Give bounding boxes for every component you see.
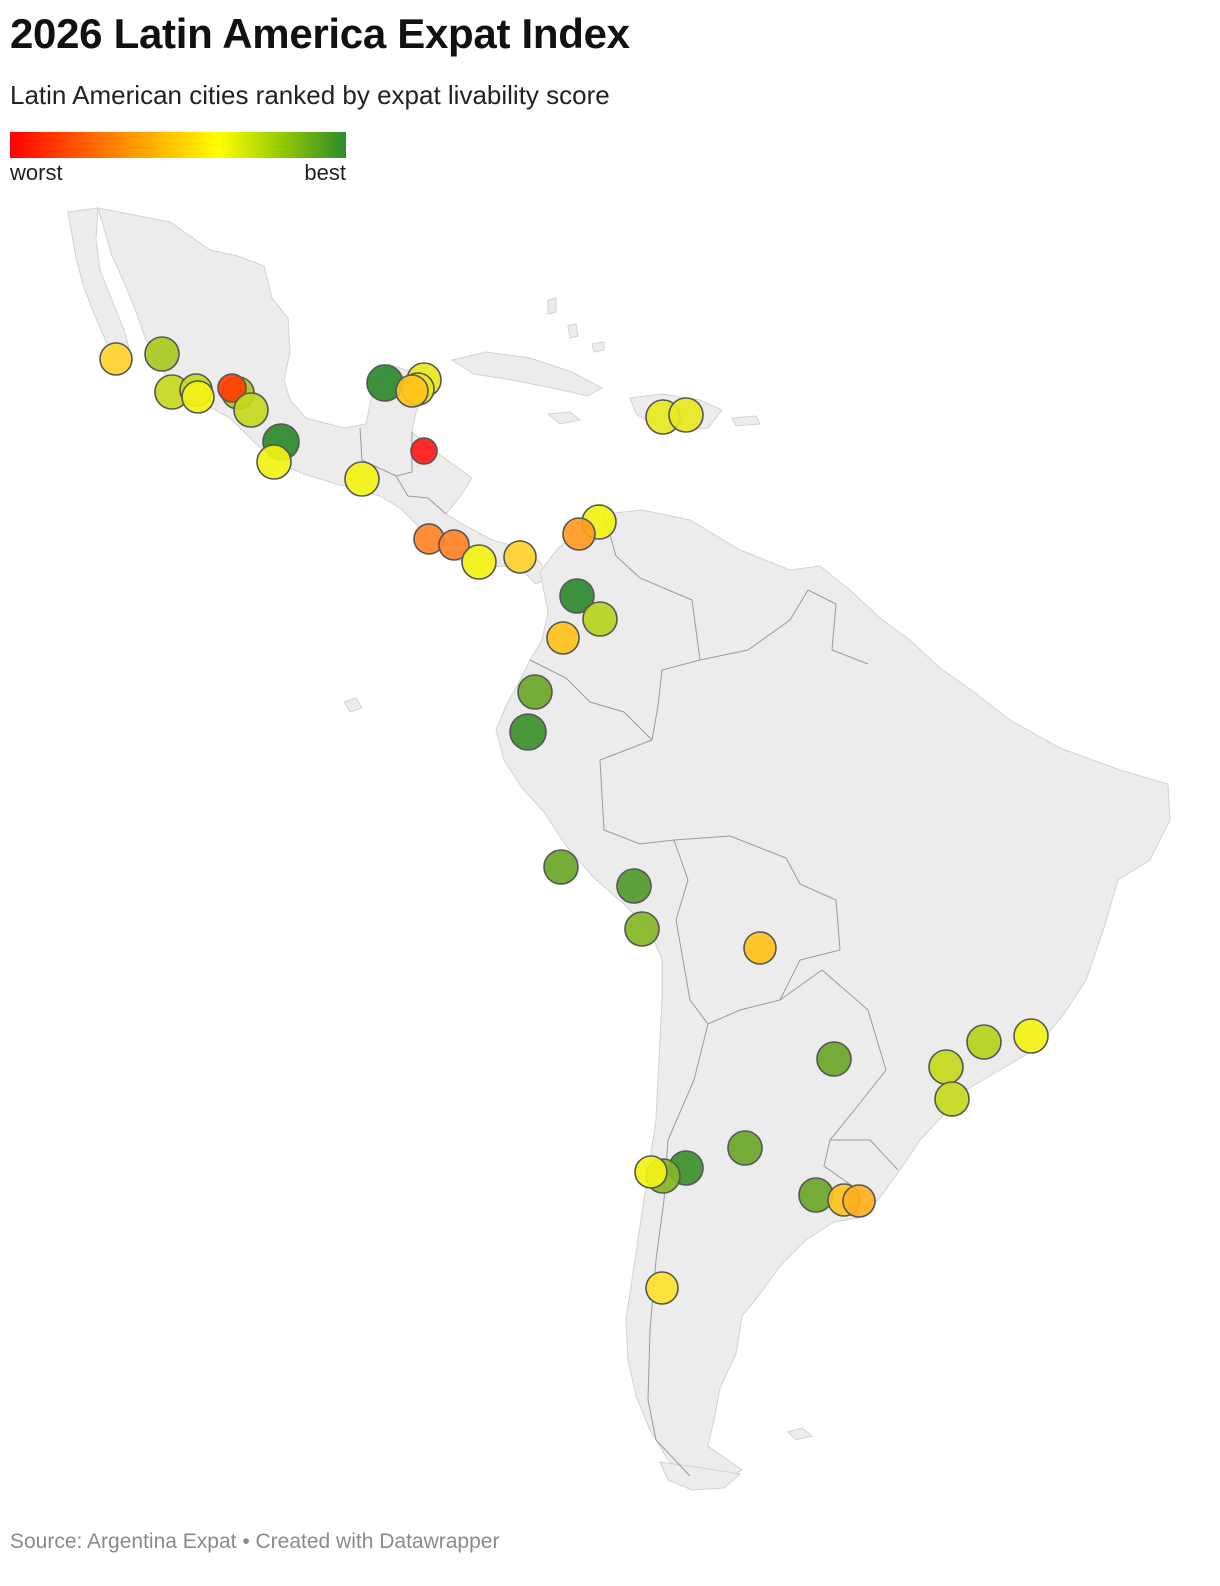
city-marker[interactable]	[517, 674, 553, 710]
city-marker[interactable]	[645, 1271, 679, 1305]
city-marker[interactable]	[582, 601, 618, 637]
city-marker[interactable]	[928, 1049, 964, 1085]
legend-gradient-bar	[10, 132, 346, 158]
source-footer: Source: Argentina Expat • Created with D…	[10, 1530, 500, 1553]
city-marker[interactable]	[559, 578, 595, 614]
cuba	[450, 351, 604, 397]
legend-low-label: worst	[10, 160, 63, 185]
south-america	[495, 509, 1171, 1487]
city-marker[interactable]	[624, 911, 660, 947]
city-marker[interactable]	[181, 380, 215, 414]
country-borders	[359, 427, 899, 1477]
bahamas	[547, 297, 605, 353]
city-marker[interactable]	[256, 444, 292, 480]
city-marker[interactable]	[99, 342, 133, 376]
city-marker[interactable]	[816, 1041, 852, 1077]
city-marker[interactable]	[727, 1130, 763, 1166]
city-marker[interactable]	[966, 1024, 1002, 1060]
city-marker[interactable]	[144, 336, 180, 372]
city-marker[interactable]	[1013, 1018, 1049, 1054]
city-marker[interactable]	[616, 868, 652, 904]
city-marker[interactable]	[562, 517, 596, 551]
city-marker[interactable]	[410, 437, 438, 465]
legend-labels: worst best	[10, 158, 346, 188]
city-marker[interactable]	[344, 461, 380, 497]
city-marker[interactable]	[798, 1177, 834, 1213]
city-marker[interactable]	[842, 1184, 876, 1218]
city-marker[interactable]	[546, 621, 580, 655]
city-marker[interactable]	[233, 392, 269, 428]
city-marker[interactable]	[395, 374, 429, 408]
city-marker[interactable]	[461, 544, 497, 580]
color-legend: worst best	[10, 132, 346, 188]
city-marker[interactable]	[438, 529, 470, 561]
city-marker[interactable]	[634, 1155, 668, 1189]
city-marker[interactable]	[668, 397, 704, 433]
puerto-rico	[731, 415, 761, 427]
city-marker[interactable]	[503, 540, 537, 574]
city-marker[interactable]	[217, 373, 247, 403]
city-marker[interactable]	[509, 713, 547, 751]
legend-high-label: best	[304, 160, 346, 185]
city-marker[interactable]	[543, 849, 579, 885]
city-markers	[99, 336, 1049, 1305]
map-title: 2026 Latin America Expat Index	[10, 10, 630, 57]
falkland-islands	[787, 1427, 814, 1441]
tierra-del-fuego	[659, 1461, 742, 1491]
map-subtitle: Latin American cities ranked by expat li…	[10, 80, 610, 110]
jamaica	[546, 411, 582, 425]
city-marker[interactable]	[743, 931, 777, 965]
city-marker[interactable]	[934, 1081, 970, 1117]
galapagos	[343, 697, 363, 713]
